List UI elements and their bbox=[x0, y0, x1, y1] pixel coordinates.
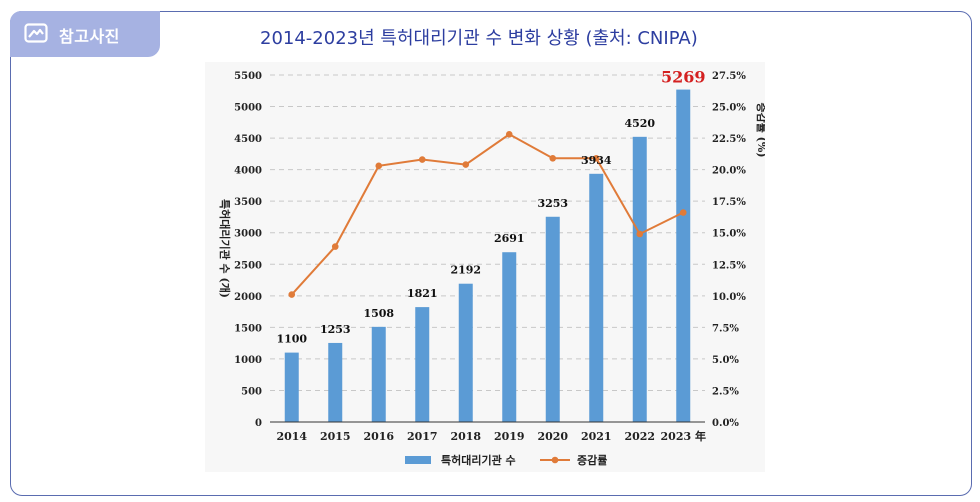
y-tick-label: 5500 bbox=[234, 71, 262, 82]
y-tick-label: 1500 bbox=[234, 323, 262, 334]
combo-chart: 1100 1253 1508 1821 2192 2691 3253 3934 4520 5269… bbox=[205, 62, 769, 472]
bar-2021 bbox=[589, 173, 604, 422]
data-label: 5269 bbox=[661, 68, 706, 87]
bar-2016 bbox=[371, 326, 386, 422]
image-icon bbox=[24, 23, 48, 47]
data-label: 1508 bbox=[363, 307, 394, 320]
data-label: 2691 bbox=[494, 232, 525, 245]
y2-tick-label: 22.5% bbox=[712, 134, 746, 145]
x-tick-label: 2017 bbox=[407, 430, 438, 443]
y-tick-label: 3500 bbox=[234, 197, 262, 208]
legend-line-marker bbox=[551, 456, 559, 464]
bar-2018 bbox=[458, 283, 473, 422]
y2-tick-label: 0.0% bbox=[712, 418, 739, 429]
bar-2023 年 bbox=[676, 89, 691, 422]
y2-tick-label: 10.0% bbox=[712, 292, 746, 303]
data-label: 1253 bbox=[320, 323, 351, 336]
y-tick-label: 4000 bbox=[234, 166, 262, 177]
bar-2020 bbox=[545, 216, 560, 422]
growth-rate-point bbox=[288, 291, 296, 298]
y2-tick-label: 5.0% bbox=[712, 355, 739, 366]
growth-rate-point bbox=[375, 162, 383, 170]
y2-tick-label: 17.5% bbox=[712, 197, 746, 208]
y-tick-label: 2500 bbox=[234, 260, 262, 271]
x-tick-label: 2021 bbox=[581, 430, 612, 443]
y2-tick-label: 27.5% bbox=[712, 71, 746, 82]
data-label: 4520 bbox=[624, 117, 655, 130]
growth-rate-point bbox=[331, 243, 339, 250]
page-title: 2014-2023년 특허대리기관 수 변화 상황 (출처: CNIPA) bbox=[260, 28, 698, 49]
growth-rate-point bbox=[636, 230, 644, 238]
y-tick-label: 2000 bbox=[234, 292, 262, 303]
y2-tick-label: 7.5% bbox=[712, 323, 739, 334]
chart-container: 1100 1253 1508 1821 2192 2691 3253 3934 4520 5269… bbox=[205, 62, 769, 476]
reference-photo-tag: 참고사진 bbox=[10, 11, 160, 57]
bar-2014 bbox=[284, 352, 299, 422]
y2-tick-label: 15.0% bbox=[712, 229, 746, 240]
bar-2017 bbox=[415, 307, 430, 422]
y-tick-label: 1000 bbox=[234, 355, 262, 366]
y2-tick-label: 12.5% bbox=[712, 260, 746, 271]
y-tick-label: 500 bbox=[241, 386, 262, 397]
y2-axis-title: 증감률 (%) bbox=[755, 102, 765, 157]
growth-rate-point bbox=[505, 131, 513, 138]
data-label: 1100 bbox=[276, 333, 307, 346]
bar-2022 bbox=[632, 136, 647, 422]
growth-rate-point bbox=[418, 156, 426, 163]
x-tick-label: 2015 bbox=[320, 430, 351, 443]
y-tick-label: 0 bbox=[255, 418, 262, 429]
data-label: 3253 bbox=[537, 197, 568, 210]
y2-tick-label: 25.0% bbox=[712, 103, 746, 114]
y2-tick-label: 2.5% bbox=[712, 386, 739, 397]
x-tick-label: 2016 bbox=[363, 430, 394, 443]
y-axis-title: 특허대리기관 수 (개) bbox=[218, 199, 232, 298]
x-tick-label: 2022 bbox=[624, 430, 655, 443]
growth-rate-point bbox=[679, 209, 687, 216]
growth-rate-point bbox=[549, 154, 557, 162]
legend-line-label: 증감률 bbox=[577, 453, 607, 467]
x-tick-label: 2023 年 bbox=[661, 429, 706, 443]
bar-2019 bbox=[502, 252, 517, 422]
data-label: 2192 bbox=[450, 264, 481, 277]
data-label: 1821 bbox=[407, 287, 438, 300]
data-label: 3934 bbox=[581, 154, 612, 167]
bar-2015 bbox=[328, 342, 343, 422]
growth-rate-point bbox=[592, 154, 600, 162]
y-tick-label: 5000 bbox=[234, 103, 262, 114]
x-tick-label: 2020 bbox=[537, 430, 568, 443]
growth-rate-point bbox=[462, 161, 470, 168]
x-tick-label: 2018 bbox=[450, 430, 481, 443]
x-tick-label: 2014 bbox=[276, 430, 307, 443]
y2-tick-label: 20.0% bbox=[712, 166, 746, 177]
legend-bar-label: 특허대리기관 수 bbox=[441, 453, 516, 467]
y-tick-label: 3000 bbox=[234, 229, 262, 240]
tag-label: 참고사진 bbox=[59, 27, 120, 46]
y-tick-label: 4500 bbox=[234, 134, 262, 145]
growth-rate-line bbox=[291, 133, 684, 296]
legend-bar-swatch bbox=[405, 456, 431, 464]
x-tick-label: 2019 bbox=[494, 430, 525, 443]
